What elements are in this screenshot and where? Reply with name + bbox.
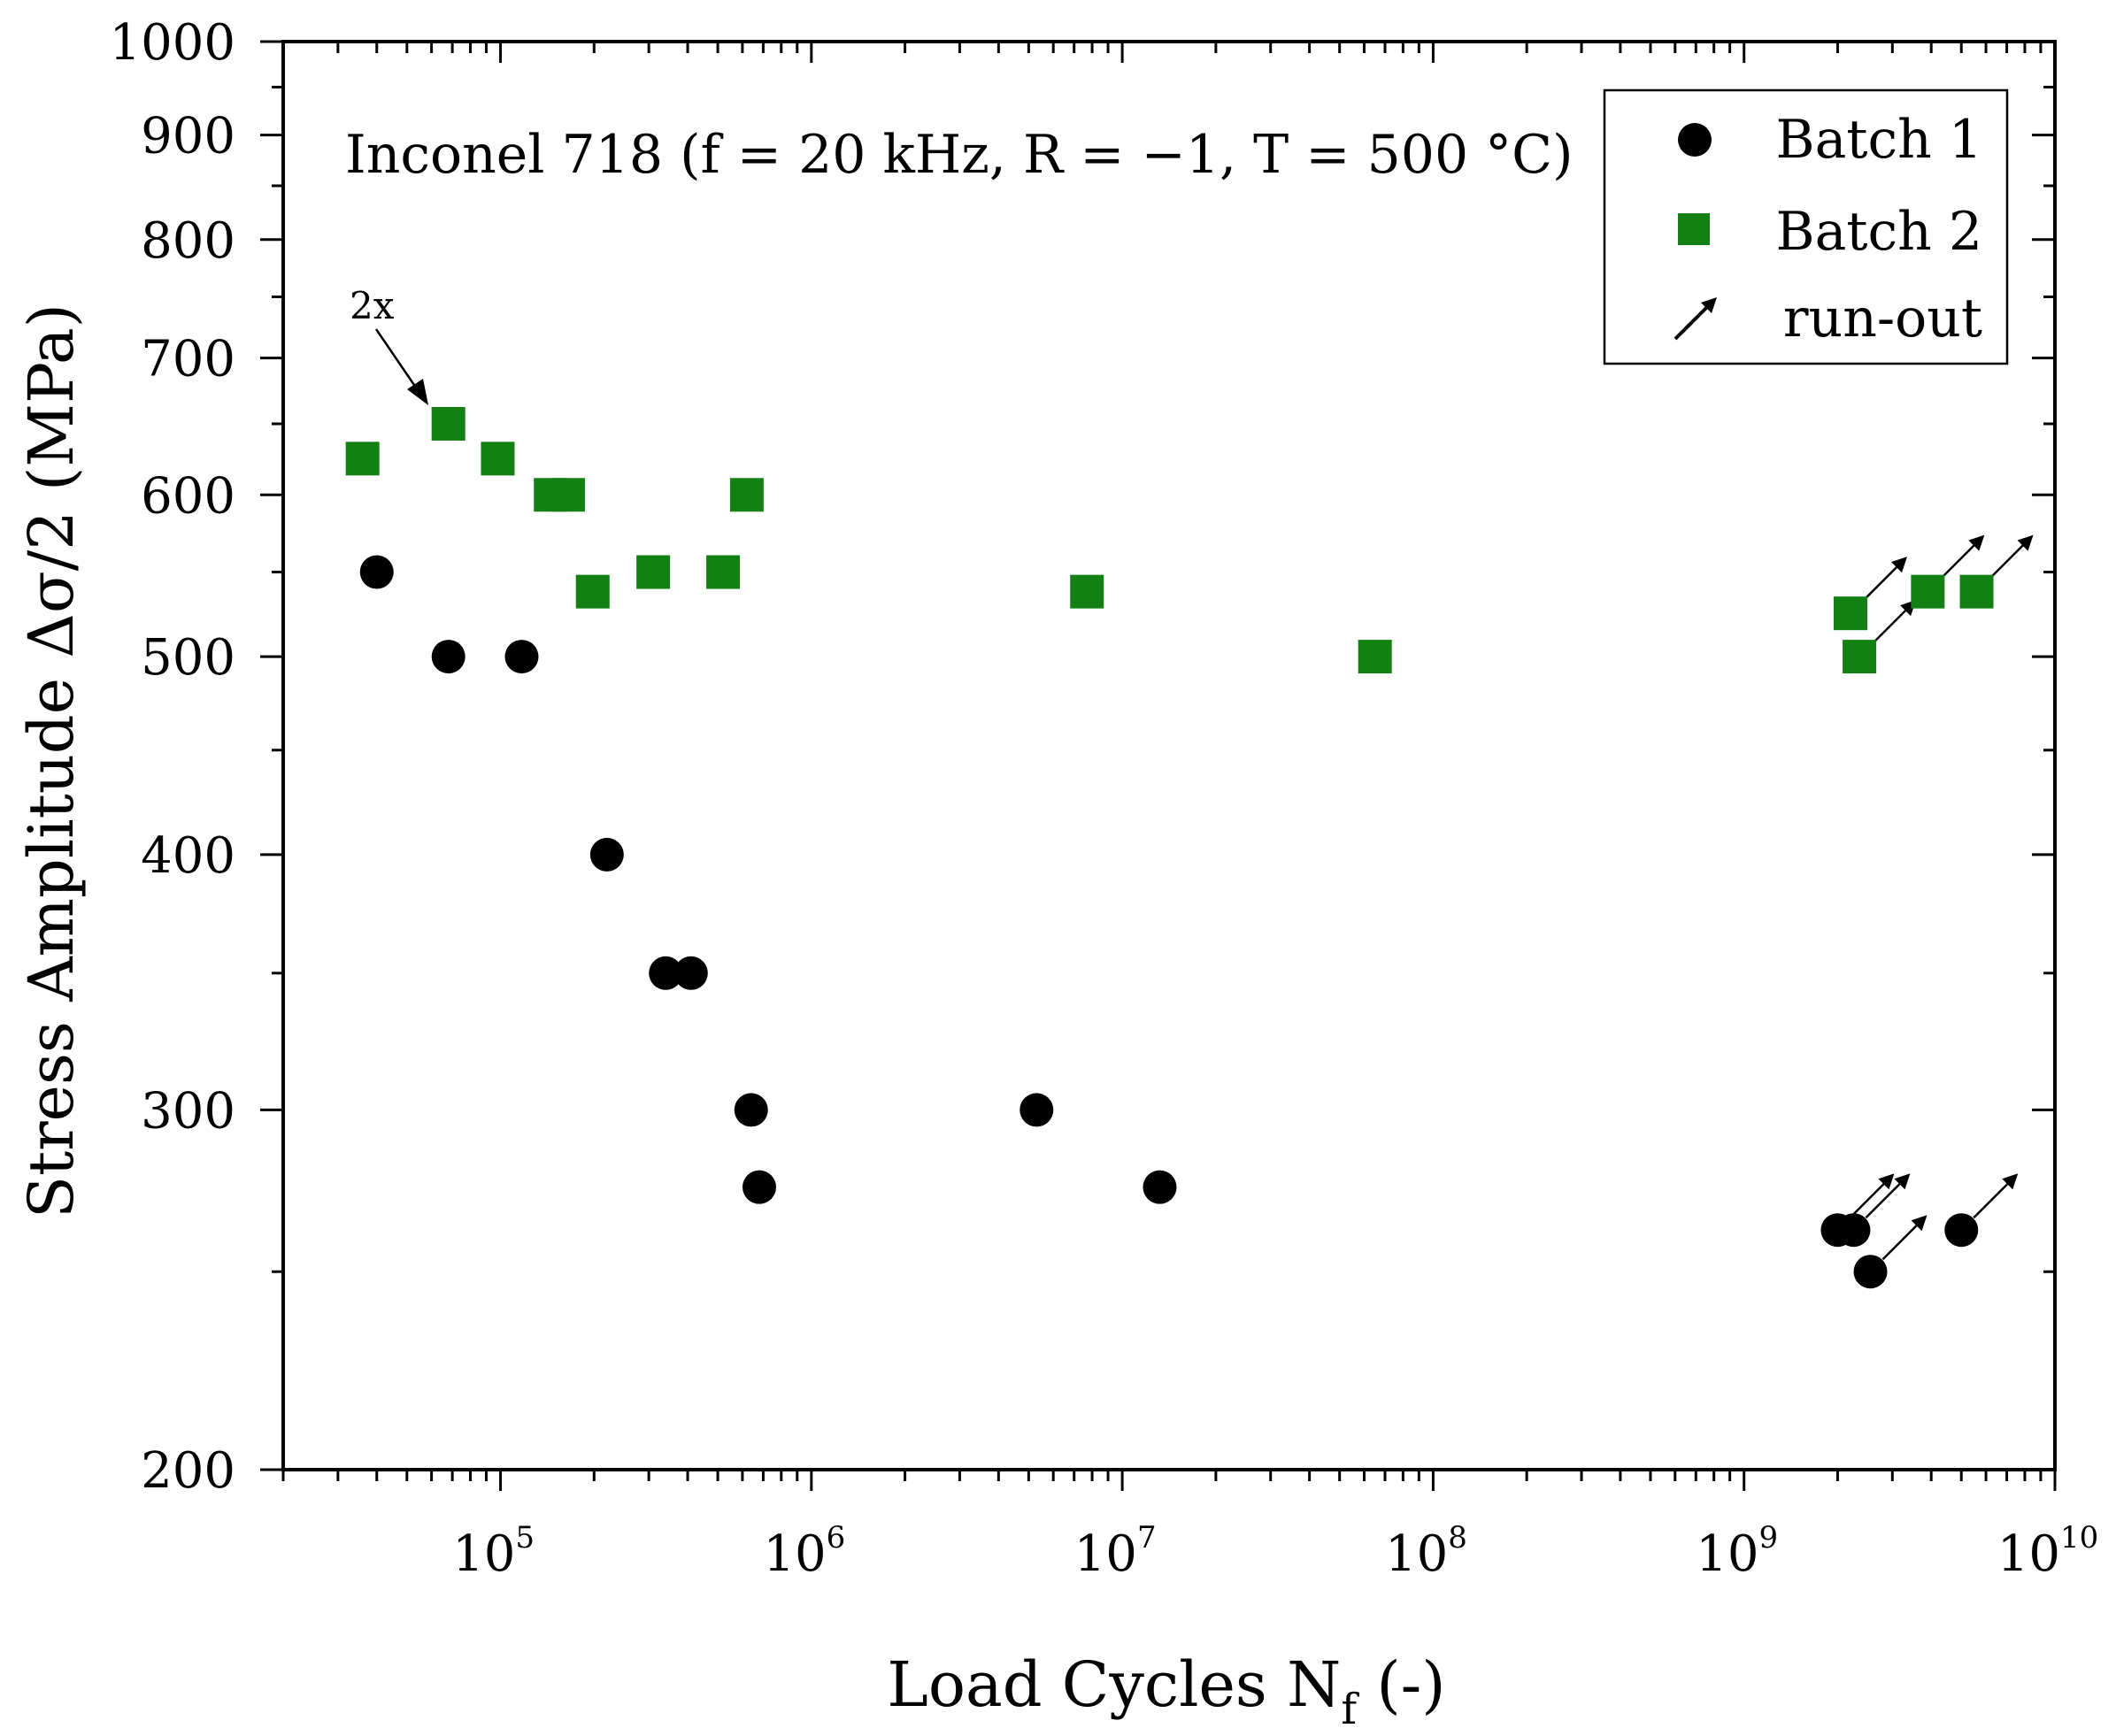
batch-2-point bbox=[345, 442, 380, 476]
batch-1-point bbox=[1143, 1170, 1177, 1204]
runout-arrow-line bbox=[1871, 606, 1910, 645]
batch-2-point bbox=[1070, 574, 1104, 609]
y-axis-title: Stress Amplitude Δσ/2 (MPa) bbox=[15, 303, 88, 1218]
runout-arrow-head bbox=[1911, 1215, 1927, 1232]
batch-1-point bbox=[1944, 1213, 1979, 1248]
legend: Batch 1 Batch 2 run-out bbox=[1603, 88, 2009, 365]
x-tick-label: 107 bbox=[1074, 1520, 1157, 1583]
plot-frame bbox=[281, 40, 2057, 1471]
batch-2-point bbox=[1833, 596, 1867, 631]
y-tick-label: 700 bbox=[141, 331, 235, 388]
x-tick-label: 108 bbox=[1385, 1520, 1467, 1583]
batch-2-point bbox=[1358, 640, 1392, 674]
y-tick-label: 400 bbox=[141, 827, 235, 885]
legend-symbol-runout-head bbox=[1701, 297, 1717, 313]
batch-2-point bbox=[1959, 574, 1994, 609]
runout-arrow-head bbox=[2002, 1173, 2019, 1190]
x-tick-label: 1010 bbox=[1997, 1520, 2099, 1583]
legend-label-batch-1: Batch 1 bbox=[1776, 109, 1982, 171]
y-tick-label: 800 bbox=[141, 212, 235, 270]
batch-2-point bbox=[481, 442, 515, 476]
runout-arrow-head bbox=[1890, 557, 1907, 573]
runout-arrow-head bbox=[1894, 1173, 1911, 1190]
legend-symbol-runout-line bbox=[1674, 304, 1710, 341]
legend-symbol-batch-2 bbox=[1678, 213, 1710, 245]
y-tick-label: 900 bbox=[141, 108, 235, 165]
batch-1-point bbox=[1836, 1213, 1871, 1248]
y-tick-label: 600 bbox=[141, 467, 235, 525]
batch-1-point bbox=[1020, 1093, 1054, 1127]
runout-arrow-head bbox=[1968, 534, 1985, 551]
legend-box bbox=[1603, 88, 2009, 365]
annotation-2x: 2x bbox=[350, 284, 428, 405]
runout-arrow-line bbox=[1973, 1179, 2012, 1219]
annotation-2x-arrow-line bbox=[374, 328, 418, 388]
annotation-2x-arrow-head bbox=[407, 379, 428, 405]
axis-ticks bbox=[260, 40, 2057, 1491]
batch-2-point bbox=[729, 478, 764, 512]
data-points bbox=[345, 407, 1994, 1289]
batch-1-point bbox=[431, 640, 466, 674]
y-tick-label: 200 bbox=[141, 1442, 235, 1500]
batch-2-point bbox=[636, 555, 671, 589]
y-tick-label: 1000 bbox=[109, 14, 235, 72]
x-tick-label: 106 bbox=[763, 1520, 845, 1583]
batch-1-point bbox=[673, 956, 708, 990]
batch-2-point bbox=[706, 555, 741, 589]
batch-2-point bbox=[1911, 574, 1945, 609]
x-axis-title: Load Cycles Nf (-) bbox=[887, 1648, 1445, 1734]
x-tick-label: 105 bbox=[452, 1520, 535, 1583]
legend-symbol-batch-1 bbox=[1678, 123, 1712, 157]
runout-arrow-line bbox=[1881, 1221, 1921, 1261]
legend-label-batch-2: Batch 2 bbox=[1776, 201, 1982, 263]
chart-title: Inconel 718 (f = 20 kHz, R = −1, T = 500… bbox=[345, 124, 1574, 186]
batch-1-point bbox=[649, 956, 683, 990]
axis-tick-labels: 105 106 107 108 109 1010 200 300 400 500 600 700 800… bbox=[109, 14, 2098, 1583]
legend-label-runout: run-out bbox=[1783, 288, 1982, 350]
runout-arrow-head bbox=[1878, 1173, 1895, 1190]
runout-arrow-line bbox=[1862, 563, 1901, 603]
batch-1-point bbox=[504, 640, 539, 674]
batch-1-point bbox=[359, 555, 394, 589]
batch-1-point bbox=[589, 837, 624, 872]
batch-1-point bbox=[742, 1170, 776, 1204]
runout-arrows bbox=[1849, 534, 2034, 1261]
batch-2-point bbox=[550, 478, 585, 512]
batch-1-point bbox=[1853, 1255, 1888, 1289]
batch-1-point bbox=[734, 1093, 768, 1127]
runout-arrow-head bbox=[2017, 534, 2034, 551]
y-tick-label: 500 bbox=[141, 629, 235, 687]
runout-arrow-line bbox=[1849, 1179, 1889, 1219]
x-tick-label: 109 bbox=[1696, 1520, 1778, 1583]
batch-2-point bbox=[575, 574, 610, 609]
runout-arrow-line bbox=[1988, 541, 2028, 580]
batch-2-point bbox=[431, 407, 466, 442]
runout-arrow-line bbox=[1939, 541, 1979, 580]
annotation-2x-text: 2x bbox=[350, 284, 395, 327]
batch-2-point bbox=[1843, 640, 1877, 674]
y-tick-label: 300 bbox=[141, 1082, 235, 1140]
runout-arrow-line bbox=[1865, 1179, 1904, 1219]
